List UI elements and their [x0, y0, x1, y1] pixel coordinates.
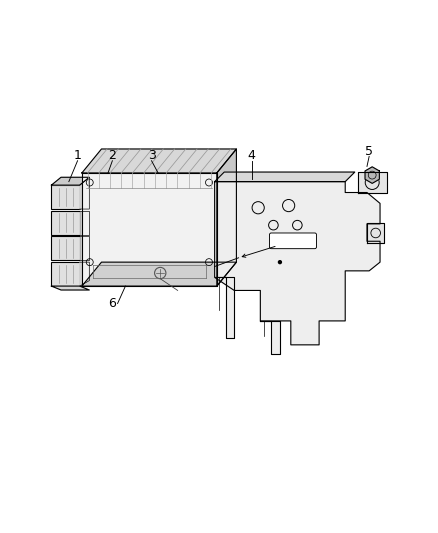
- Polygon shape: [215, 172, 355, 182]
- Bar: [51, 237, 80, 261]
- Polygon shape: [82, 149, 237, 173]
- Polygon shape: [215, 277, 234, 338]
- Circle shape: [278, 260, 282, 264]
- Bar: [51, 185, 80, 209]
- Polygon shape: [82, 262, 237, 286]
- Polygon shape: [215, 182, 380, 345]
- FancyBboxPatch shape: [269, 233, 317, 249]
- Text: 5: 5: [365, 144, 373, 158]
- Polygon shape: [358, 172, 387, 193]
- Polygon shape: [80, 211, 89, 235]
- Text: 1: 1: [74, 149, 81, 162]
- Polygon shape: [260, 321, 280, 353]
- Polygon shape: [51, 286, 89, 290]
- Polygon shape: [82, 173, 217, 286]
- Polygon shape: [365, 167, 379, 183]
- Text: 4: 4: [248, 149, 256, 162]
- Polygon shape: [217, 149, 237, 286]
- Text: 3: 3: [148, 149, 155, 162]
- Text: 6: 6: [109, 297, 117, 310]
- Polygon shape: [80, 237, 89, 261]
- Polygon shape: [80, 177, 89, 209]
- Bar: [51, 211, 80, 235]
- Polygon shape: [51, 177, 89, 185]
- Bar: [51, 262, 80, 286]
- Polygon shape: [80, 262, 89, 286]
- Text: 2: 2: [109, 149, 117, 162]
- Polygon shape: [367, 223, 385, 243]
